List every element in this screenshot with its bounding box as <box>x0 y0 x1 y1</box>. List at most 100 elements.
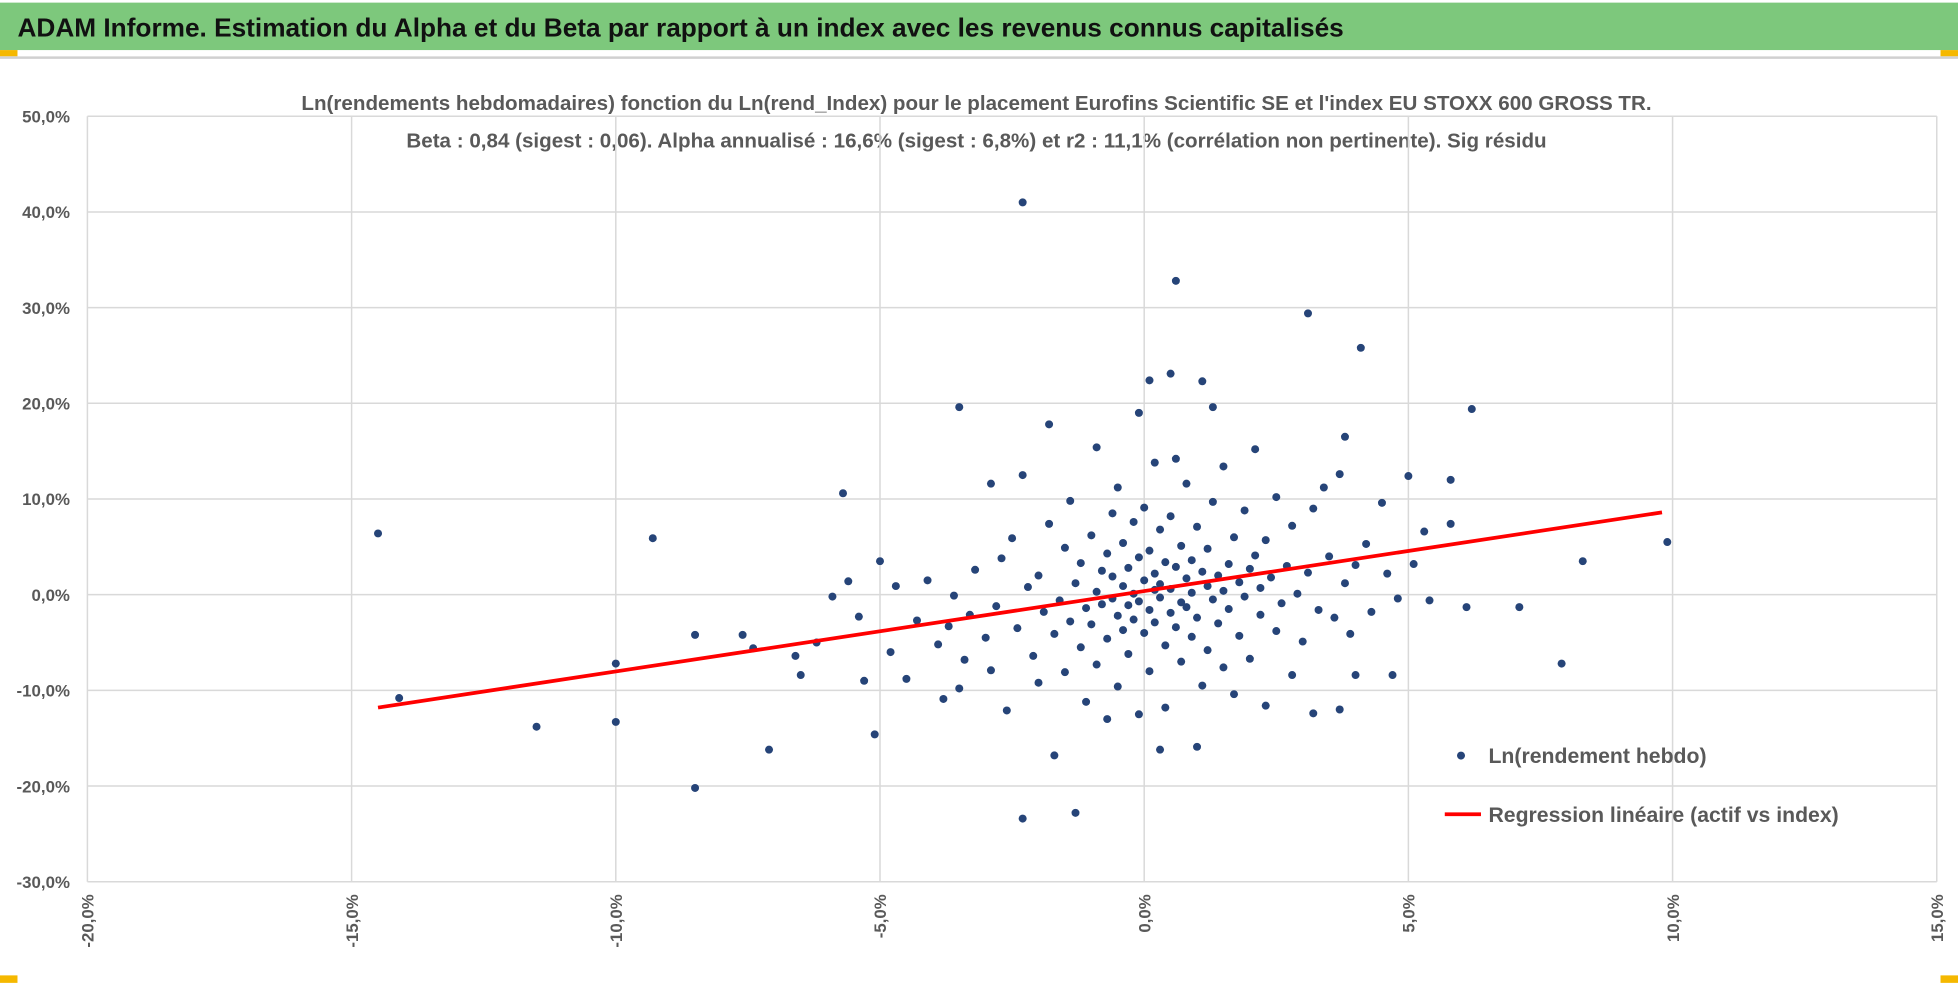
header-title: ADAM Informe. Estimation du Alpha et du … <box>17 12 1343 42</box>
corner-marker <box>0 975 18 983</box>
data-point <box>1446 519 1455 528</box>
data-point <box>1198 377 1207 386</box>
x-tick-label: 10,0% <box>1664 894 1683 942</box>
y-tick-label: 20,0% <box>22 395 70 414</box>
data-point <box>912 616 921 625</box>
data-point <box>611 659 620 668</box>
data-point <box>934 640 943 649</box>
data-point <box>1203 544 1212 553</box>
data-point <box>1272 627 1281 636</box>
data-point <box>1193 522 1202 531</box>
data-point <box>1071 808 1080 817</box>
data-point <box>981 633 990 642</box>
data-point <box>1393 594 1402 603</box>
regression-line-segment <box>377 510 1663 710</box>
x-tick-label: 5,0% <box>1400 894 1419 932</box>
data-point <box>1050 751 1059 760</box>
data-point <box>1367 607 1376 616</box>
data-point <box>1330 613 1339 622</box>
data-point <box>1087 620 1096 629</box>
data-point <box>1235 631 1244 640</box>
y-tick-label: 50,0% <box>22 108 70 127</box>
x-tick-label: -20,0% <box>79 894 98 947</box>
data-point <box>1288 671 1297 680</box>
data-point <box>1404 472 1413 481</box>
data-point <box>1182 479 1191 488</box>
data-point <box>1351 561 1360 570</box>
data-point <box>1335 705 1344 714</box>
data-point <box>1013 624 1022 633</box>
data-point <box>1018 471 1027 480</box>
data-point <box>1251 551 1260 560</box>
data-point <box>1356 343 1365 352</box>
data-point <box>1145 376 1154 385</box>
data-point <box>1103 715 1112 724</box>
data-point <box>1177 657 1186 666</box>
data-point <box>1071 579 1080 588</box>
data-point <box>939 694 948 703</box>
data-point <box>1082 604 1091 613</box>
data-point <box>1293 589 1302 598</box>
data-point <box>611 717 620 726</box>
data-point <box>1119 539 1128 548</box>
data-point <box>1187 556 1196 565</box>
chart-title: Ln(rendements hebdomadaires) fonction du… <box>301 92 1651 115</box>
data-point <box>1420 527 1429 536</box>
data-point <box>1097 566 1106 575</box>
data-point <box>1351 671 1360 680</box>
data-point <box>1214 571 1223 580</box>
data-point <box>828 592 837 601</box>
data-point <box>1319 483 1328 492</box>
data-point <box>1034 571 1043 580</box>
legend: Ln(rendement hebdo) Regression linéaire … <box>1444 745 1839 827</box>
data-point <box>1193 613 1202 622</box>
data-point <box>1008 534 1017 543</box>
data-point <box>1103 549 1112 558</box>
data-point <box>1557 659 1566 668</box>
data-point <box>1462 603 1471 612</box>
data-point <box>1018 198 1027 207</box>
data-point <box>1245 564 1254 573</box>
data-point <box>1224 560 1233 569</box>
data-point <box>532 722 541 731</box>
corner-marker <box>1940 975 1958 983</box>
data-point <box>1219 462 1228 471</box>
data-point <box>1124 601 1133 610</box>
data-point <box>1113 611 1122 620</box>
data-point <box>875 557 884 566</box>
data-point <box>1578 557 1587 566</box>
data-point <box>1103 634 1112 643</box>
data-point <box>1182 574 1191 583</box>
data-point <box>395 694 404 703</box>
data-point <box>1166 512 1175 521</box>
corner-marker <box>0 50 18 57</box>
data-point <box>1156 745 1165 754</box>
data-point <box>1198 567 1207 576</box>
y-tick-label: 0,0% <box>32 586 70 605</box>
data-point <box>1340 579 1349 588</box>
data-point <box>1023 583 1032 592</box>
x-tick-label: -5,0% <box>871 894 890 938</box>
data-point <box>1166 608 1175 617</box>
data-point <box>1425 596 1434 605</box>
data-point <box>902 674 911 683</box>
data-point <box>1156 580 1165 589</box>
data-point <box>1145 667 1154 676</box>
data-point <box>1208 497 1217 506</box>
data-point <box>1219 586 1228 595</box>
data-point <box>992 602 1001 611</box>
data-point <box>1340 432 1349 441</box>
data-point <box>1198 681 1207 690</box>
data-point <box>1224 605 1233 614</box>
data-point <box>796 671 805 680</box>
data-point <box>1150 458 1159 467</box>
data-point <box>1187 632 1196 641</box>
data-point <box>1134 597 1143 606</box>
y-tick-label: -10,0% <box>17 682 70 701</box>
data-point <box>891 582 900 591</box>
data-point <box>1267 573 1275 582</box>
data-point <box>955 684 964 693</box>
data-point <box>1002 706 1011 715</box>
data-point <box>923 576 932 585</box>
